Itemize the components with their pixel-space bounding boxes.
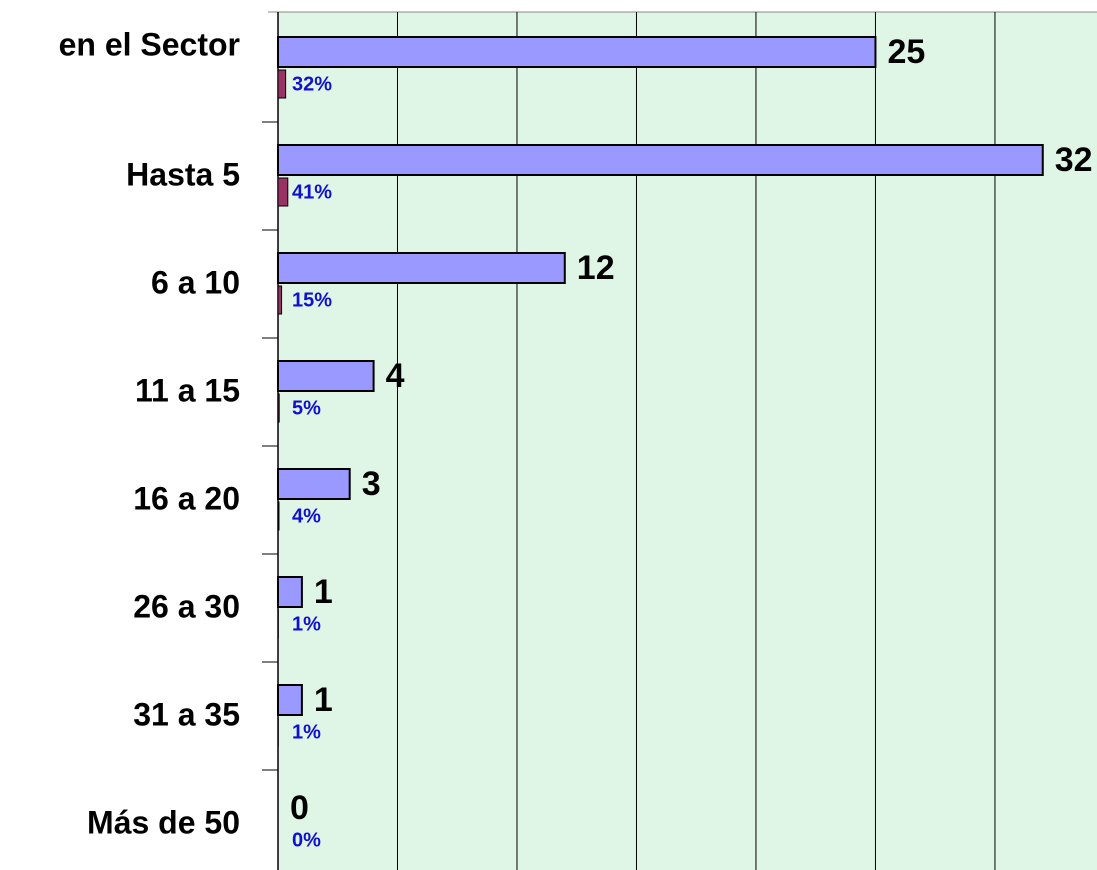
count-label: 32 <box>1055 141 1093 179</box>
percent-label: 5% <box>292 397 321 419</box>
count-bar <box>277 684 303 716</box>
percent-bar <box>277 393 280 423</box>
count-label: 25 <box>887 33 925 71</box>
plot-area <box>278 12 1097 870</box>
count-label: 1 <box>314 573 333 611</box>
count-bar <box>277 252 566 284</box>
y-tick-label: 31 a 35 <box>133 696 240 732</box>
y-tick-label: 16 a 20 <box>133 480 240 516</box>
percent-bar <box>277 69 287 99</box>
count-label: 3 <box>362 465 381 503</box>
y-tick-label: en el Sector <box>59 26 240 62</box>
percent-bar <box>277 177 289 207</box>
count-bar <box>277 36 877 68</box>
y-tick-label: 26 a 30 <box>133 588 240 624</box>
count-bar <box>277 360 375 392</box>
count-label: 4 <box>386 357 405 395</box>
count-bar <box>277 468 351 500</box>
y-tick-label: 6 a 10 <box>151 264 240 300</box>
percent-label: 0% <box>292 829 321 851</box>
percent-bar <box>277 285 283 315</box>
percent-label: 32% <box>292 73 332 95</box>
percent-label: 4% <box>292 505 321 527</box>
y-tick-label: 11 a 15 <box>135 372 240 408</box>
count-label: 12 <box>577 249 615 287</box>
percent-label: 1% <box>292 613 321 635</box>
count-label: 1 <box>314 681 333 719</box>
count-label: 0 <box>290 789 309 827</box>
percent-label: 41% <box>292 181 332 203</box>
percent-bar <box>277 501 280 531</box>
y-tick-label: Más de 50 <box>87 804 240 840</box>
percent-label: 1% <box>292 721 321 743</box>
y-tick-label: Hasta 5 <box>126 156 240 192</box>
count-bar <box>277 144 1044 176</box>
percent-label: 15% <box>292 289 332 311</box>
count-bar <box>277 576 303 608</box>
